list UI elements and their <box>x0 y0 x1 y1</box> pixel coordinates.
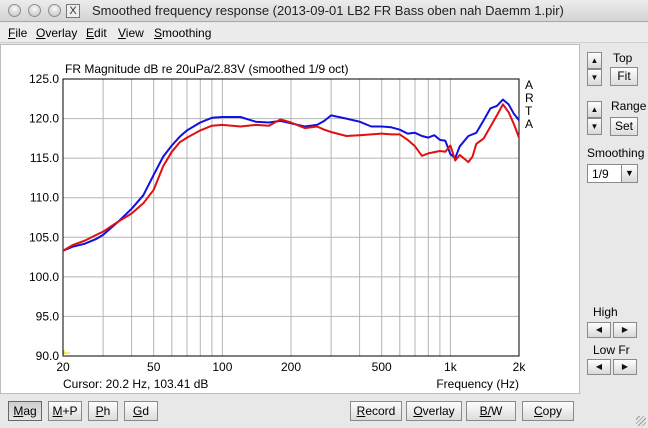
chart-title: FR Magnitude dB re 20uPa/2.83V (smoothed… <box>65 62 349 76</box>
plot-panel[interactable]: FR Magnitude dB re 20uPa/2.83V (smoothed… <box>0 44 580 394</box>
range-down-button[interactable]: ▼ <box>587 118 602 135</box>
phase-button[interactable]: Ph <box>88 401 118 421</box>
series-line-1 <box>62 98 520 252</box>
x-tick-label: 200 <box>281 360 301 374</box>
arta-letter-t: T <box>525 104 533 118</box>
y-tick-label: 120.0 <box>29 112 59 126</box>
y-tick-label: 90.0 <box>36 349 60 363</box>
x-tick-label: 50 <box>147 360 161 374</box>
record-button[interactable]: Record <box>350 401 402 421</box>
copy-button[interactable]: Copy <box>522 401 574 421</box>
y-tick-labels: 90.0 95.0 100.0 105.0 110.0 115.0 120.0 125.0 <box>29 72 59 363</box>
resize-grip[interactable] <box>636 416 646 426</box>
y-tick-label: 115.0 <box>30 151 59 165</box>
x-tick-label: 500 <box>372 360 392 374</box>
menu-bar: File Overlay Edit View Smoothing <box>0 23 648 43</box>
group-delay-button[interactable]: Gd <box>124 401 158 421</box>
cursor-readout: Cursor: 20.2 Hz, 103.41 dB <box>63 377 208 391</box>
chevron-down-icon: ▼ <box>621 165 637 182</box>
x-tick-label: 2k <box>513 360 527 374</box>
y-tick-label: 95.0 <box>36 309 60 323</box>
smoothing-select[interactable]: 1/9 ▼ <box>587 164 638 183</box>
x-tick-label: 20 <box>56 360 70 374</box>
x-tick-label: 1k <box>444 360 458 374</box>
app-icon: X <box>66 4 80 18</box>
menu-file[interactable]: File <box>8 26 28 40</box>
menu-view[interactable]: View <box>118 26 144 40</box>
menu-smoothing[interactable]: Smoothing <box>154 26 212 40</box>
range-label: Range <box>611 99 647 113</box>
bottom-toolbar: Mag M+P Ph Gd Record Overlay B/W Copy <box>0 396 648 428</box>
menu-edit[interactable]: Edit <box>86 26 107 40</box>
plot-area-border <box>62 78 520 357</box>
lowfr-left-button[interactable]: ◀ <box>587 359 611 375</box>
smoothing-label: Smoothing <box>587 146 645 160</box>
window-title: Smoothed frequency response (2013-09-01 … <box>92 3 564 18</box>
fit-button[interactable]: Fit <box>610 67 638 86</box>
series-layer <box>62 98 520 252</box>
y-tick-label: 100.0 <box>29 270 59 284</box>
y-tick-label: 125.0 <box>29 72 59 86</box>
top-down-button[interactable]: ▼ <box>587 69 602 86</box>
high-right-button[interactable]: ▶ <box>613 322 637 338</box>
mag-phase-button[interactable]: M+P <box>48 401 82 421</box>
series-line-2 <box>62 103 520 252</box>
x-tick-labels: 20 50 100 200 500 1k 2k <box>56 360 526 374</box>
lowfr-label: Low Fr <box>593 343 630 357</box>
minimize-window-button[interactable] <box>28 4 41 17</box>
menu-overlay[interactable]: Overlay <box>36 26 78 40</box>
close-window-button[interactable] <box>8 4 21 17</box>
range-up-button[interactable]: ▲ <box>587 101 602 118</box>
lowfr-right-button[interactable]: ▶ <box>613 359 637 375</box>
y-tick-label: 110.0 <box>30 191 59 205</box>
top-label: Top <box>613 51 633 65</box>
set-button[interactable]: Set <box>610 117 638 136</box>
high-left-button[interactable]: ◀ <box>587 322 611 338</box>
arta-letter-a1: A <box>525 78 533 92</box>
smoothing-value: 1/9 <box>592 167 609 181</box>
mag-button[interactable]: Mag <box>8 401 42 421</box>
high-label: High <box>593 305 618 319</box>
x-tick-label: 100 <box>212 360 232 374</box>
bw-button[interactable]: B/W <box>466 401 516 421</box>
top-up-button[interactable]: ▲ <box>587 52 602 69</box>
zoom-window-button[interactable] <box>48 4 61 17</box>
grid-layer <box>63 79 519 356</box>
x-axis-label: Frequency (Hz) <box>436 377 519 391</box>
y-tick-label: 105.0 <box>29 230 59 244</box>
arta-letter-r: R <box>525 91 534 105</box>
title-bar: X Smoothed frequency response (2013-09-0… <box>0 0 648 22</box>
overlay-button[interactable]: Overlay <box>406 401 462 421</box>
arta-letter-a2: A <box>525 117 533 131</box>
frequency-response-chart[interactable]: FR Magnitude dB re 20uPa/2.83V (smoothed… <box>1 45 581 395</box>
